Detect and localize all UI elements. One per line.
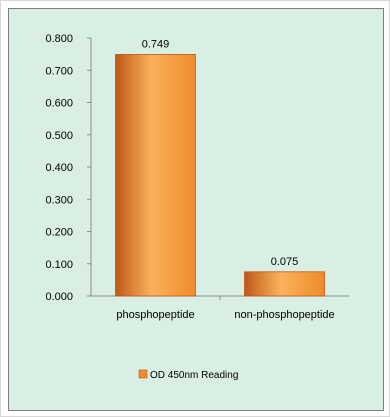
bar-non-phosphopeptide	[244, 271, 325, 297]
data-label: 0.075	[271, 256, 299, 268]
y-axis-ticks: 0.000 0.100 0.200 0.300 0.400 0.500 0.600 0.700…	[45, 33, 91, 303]
y-tick-label: 0.500	[45, 130, 73, 142]
data-label: 0.749	[142, 38, 170, 50]
category-label: phosphopeptide	[116, 309, 194, 321]
y-tick-label: 0.800	[45, 33, 73, 45]
data-labels: 0.749 0.075	[142, 38, 299, 267]
y-tick-label: 0.100	[45, 259, 73, 271]
y-tick-label: 0.300	[45, 194, 73, 206]
legend-swatch	[138, 369, 148, 379]
y-tick-label: 0.400	[45, 162, 73, 174]
bar-chart: 0.000 0.100 0.200 0.300 0.400 0.500 0.600 0.700…	[45, 33, 349, 381]
category-label: non-phosphopeptide	[234, 309, 334, 321]
legend-label: OD 450nm Reading	[150, 370, 238, 381]
y-tick-label: 0.200	[45, 227, 73, 239]
y-tick-label: 0.700	[45, 65, 73, 77]
bars	[115, 54, 325, 297]
legend: OD 450nm Reading	[138, 369, 238, 381]
chart-area: 0.000 0.100 0.200 0.300 0.400 0.500 0.600 0.700…	[8, 8, 384, 411]
bar-phosphopeptide	[115, 54, 196, 297]
y-tick-label: 0.600	[45, 98, 73, 110]
category-labels: phosphopeptide non-phosphopeptide	[116, 309, 334, 321]
y-tick-label: 0.000	[45, 291, 73, 303]
